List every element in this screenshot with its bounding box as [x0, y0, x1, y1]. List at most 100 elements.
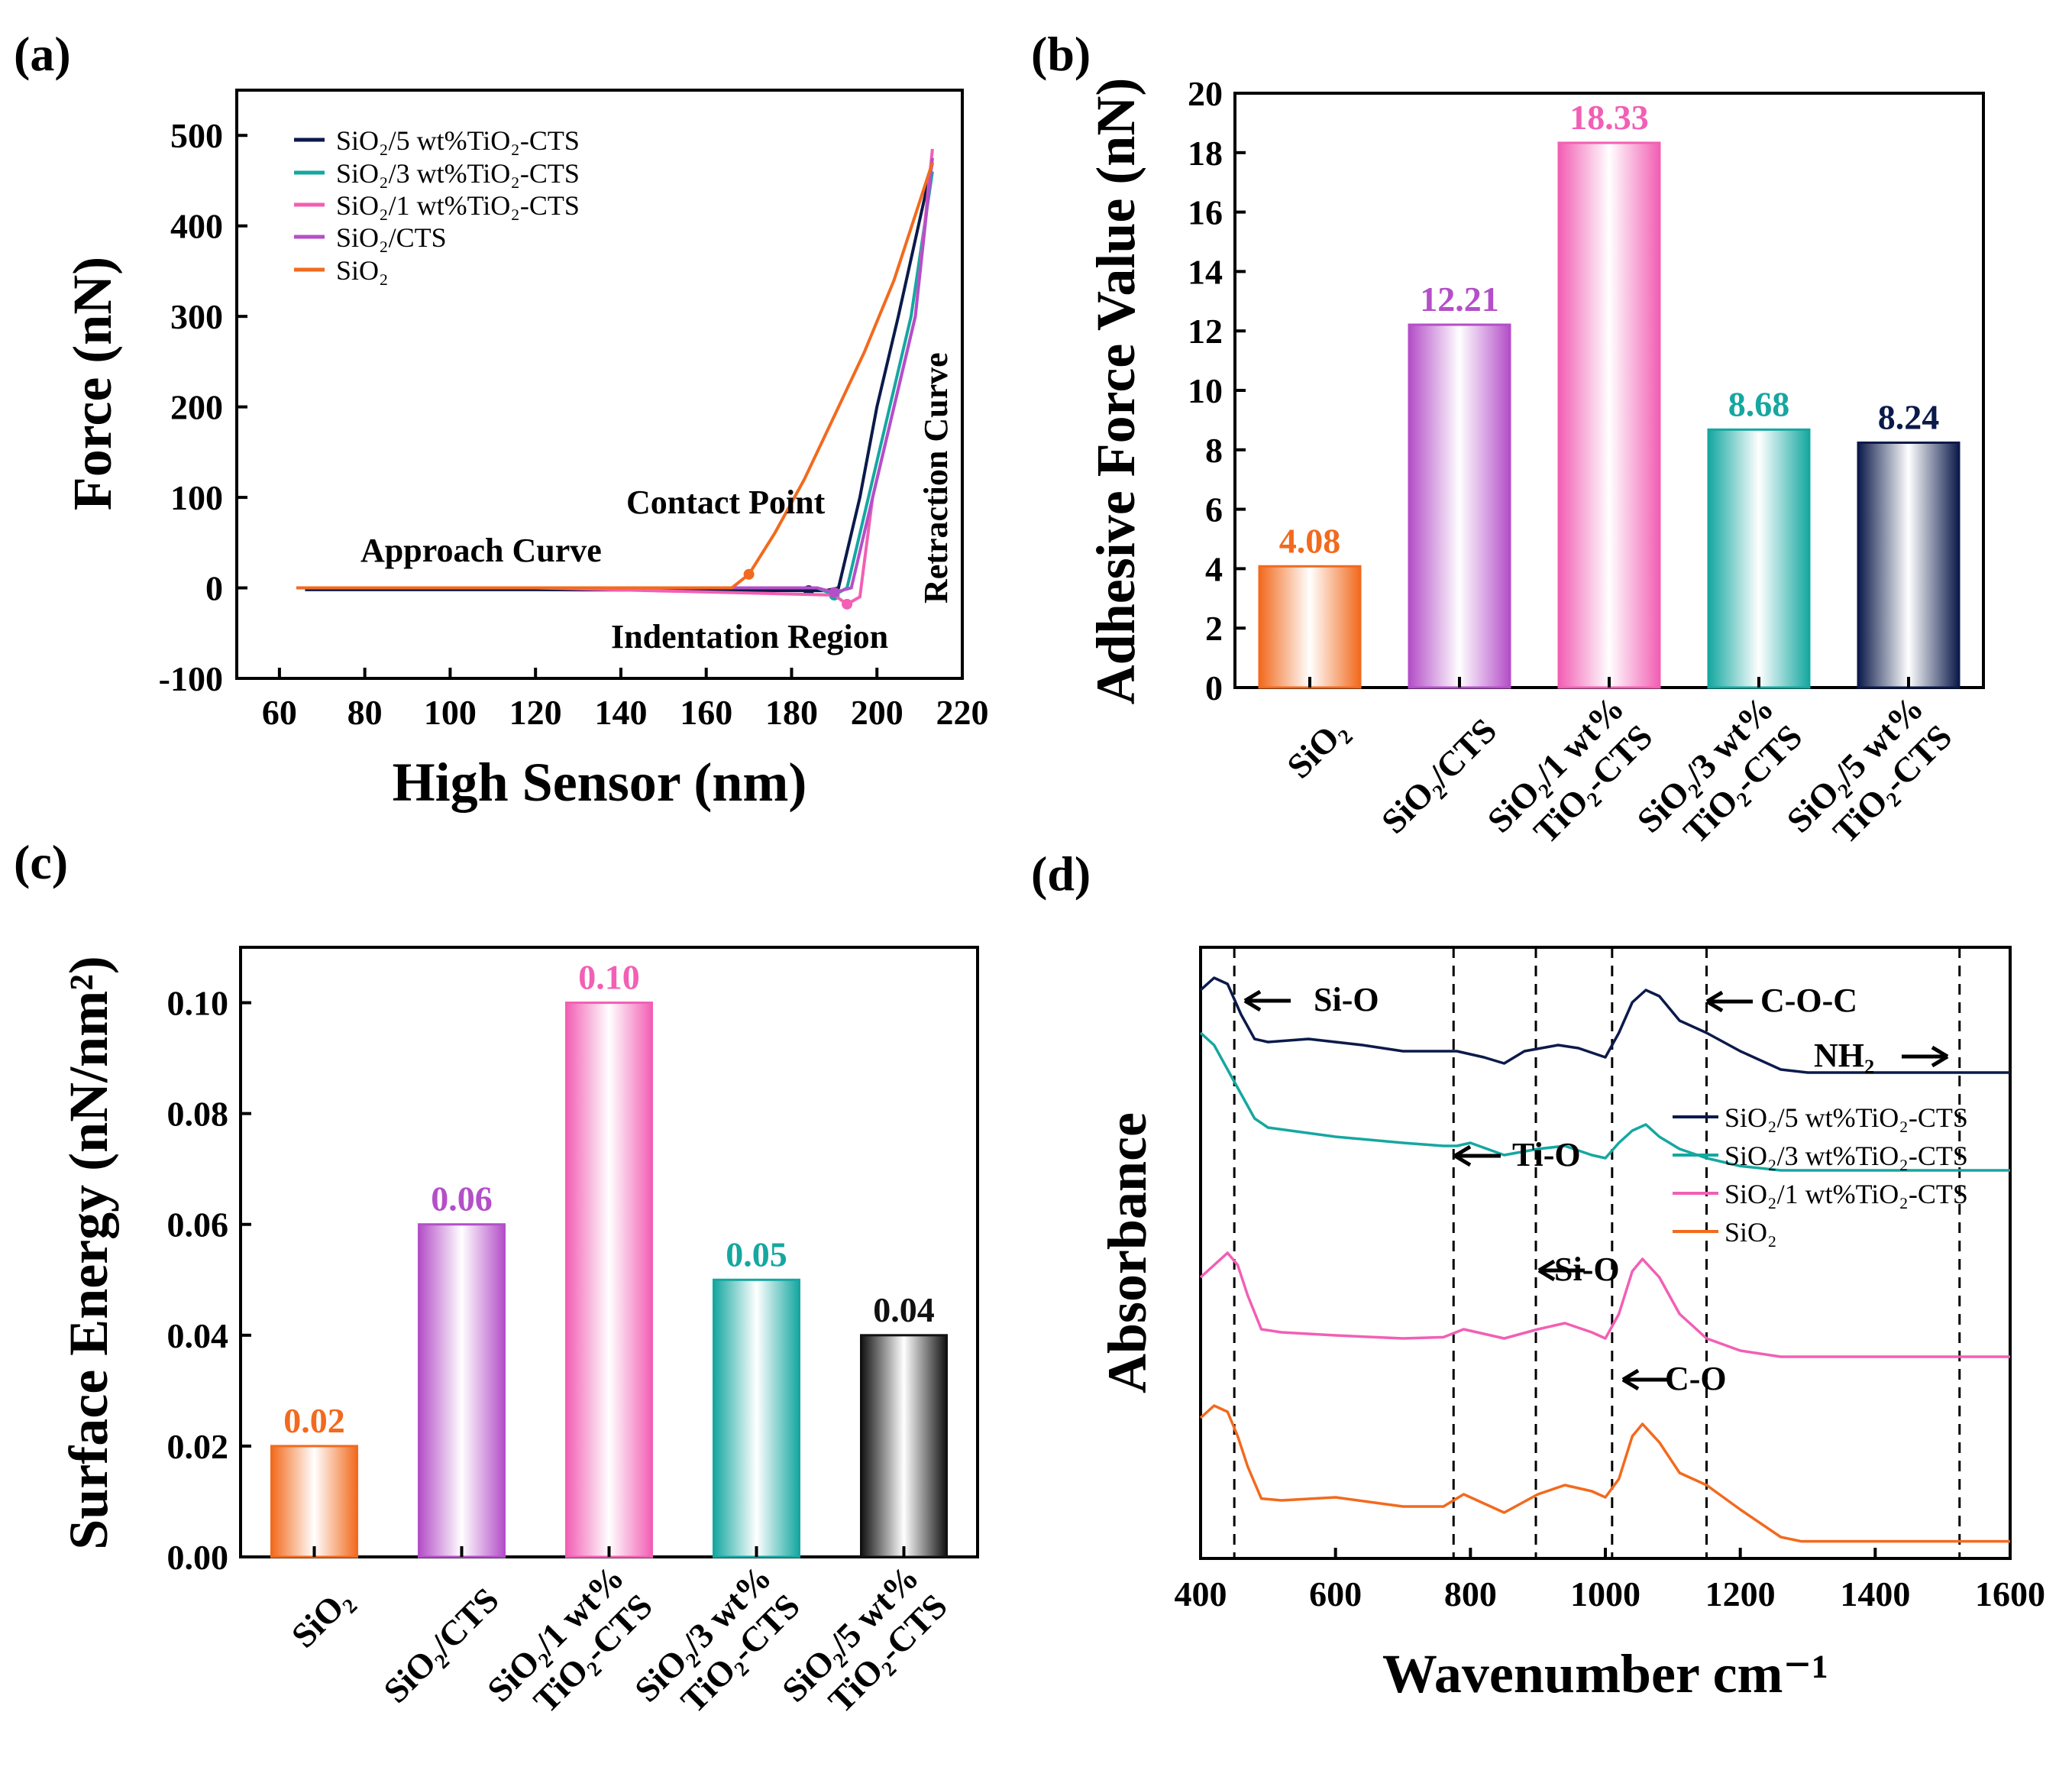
d-x-tick-label: 1200 — [1705, 1574, 1776, 1613]
c-category-label: SiO₂/1 wt%TiO₂-CTS — [480, 1558, 660, 1738]
a-x-tick-label: 80 — [347, 693, 383, 732]
d-x-tick-label: 800 — [1444, 1574, 1497, 1613]
panel-c: (c) 0.00 0.02 0.04 0.06 0.08 0.10 0.02 0.06 0.1… — [14, 835, 979, 1738]
legend-a-label-1: SiO₂/3 wt%TiO₂-CTS — [336, 158, 580, 189]
legend-a-label-4: SiO₂ — [336, 255, 389, 286]
arrow-ti-o — [1453, 1144, 1501, 1167]
c-bar-0 — [270, 1445, 358, 1558]
c-bar-1 — [418, 1223, 506, 1558]
panel-c-y-axis-title: Surface Energy (nN/nm²) — [58, 956, 119, 1550]
b-y-tick-label: 8 — [1205, 431, 1223, 470]
panel-c-y-ticks: 0.00 0.02 0.04 0.06 0.08 0.10 — [167, 984, 251, 1577]
c-y-tick-label: 0.10 — [167, 984, 229, 1023]
c-category-label: SiO₂/3 wt%TiO₂-CTS — [627, 1558, 807, 1738]
panel-a-plot-frame — [235, 89, 964, 680]
c-bar-value-label: 0.06 — [431, 1180, 493, 1218]
arrow-si-o-mid — [1537, 1259, 1585, 1282]
d-series-navy-spectrum — [1199, 976, 2010, 1074]
panel-b-y-axis-title: Adhesive Force Value (nN) — [1085, 78, 1146, 705]
b-category-label: SiO₂/3 wt%TiO₂-CTS — [1630, 688, 1810, 869]
a-x-tick-label: 180 — [765, 693, 818, 732]
c-bar-2 — [565, 1002, 653, 1558]
annotation-c-o: C-O — [1665, 1360, 1727, 1397]
d-x-tick-label: 1400 — [1840, 1574, 1910, 1613]
b-bar-value-label: 4.08 — [1279, 521, 1341, 560]
annotation-ti-o: Ti-O — [1512, 1136, 1581, 1173]
panel-d-label: (d) — [1031, 846, 1091, 901]
annotation-contact-point: Contact Point — [626, 484, 826, 521]
a-x-tick-label: 60 — [262, 693, 297, 732]
panel-c-bars: 0.02 0.06 0.10 0.05 0.04 — [270, 958, 948, 1558]
c-bar-value-label: 0.04 — [873, 1290, 935, 1329]
legend-d-label-3: SiO₂ — [1725, 1217, 1777, 1248]
panel-d-arrows — [1243, 989, 1949, 1391]
panel-d-y-axis-title: Absorbance — [1097, 1112, 1158, 1393]
arrow-c-o — [1621, 1368, 1669, 1391]
panel-a-legend: SiO₂/5 wt%TiO₂-CTS SiO₂/3 wt%TiO₂-CTS Si… — [294, 125, 580, 286]
c-y-tick-label: 0.08 — [167, 1095, 229, 1134]
b-bar-1 — [1408, 323, 1511, 689]
panel-b-label: (b) — [1031, 27, 1091, 81]
legend-a-label-0: SiO₂/5 wt%TiO₂-CTS — [336, 125, 580, 156]
b-category-label: SiO₂/1 wt%TiO₂-CTS — [1480, 688, 1660, 869]
d-series-orange-spectrum — [1199, 1404, 2010, 1543]
b-y-tick-label: 10 — [1188, 371, 1223, 410]
panel-d: (d) 400 600 800 1000 1200 1400 1600 SiO₂/5 wt%… — [1031, 846, 2045, 1704]
a-x-tick-label: 220 — [936, 693, 989, 732]
d-series-pink-spectrum — [1199, 1251, 2010, 1358]
c-category-label: SiO₂ — [284, 1580, 359, 1655]
legend-d-label-2: SiO₂/1 wt%TiO₂-CTS — [1725, 1179, 1968, 1209]
a-y-tick-label: 100 — [170, 478, 223, 517]
c-category-label: SiO₂/CTS — [376, 1580, 506, 1710]
b-y-tick-label: 14 — [1188, 252, 1223, 291]
b-y-tick-label: 4 — [1205, 549, 1223, 588]
annotation-indentation-region: Indentation Region — [611, 618, 888, 655]
b-category-label: SiO₂/5 wt%TiO₂-CTS — [1779, 688, 1960, 869]
arrow-c-o-c — [1705, 990, 1753, 1013]
a-y-tick-label: 0 — [205, 569, 223, 608]
legend-a-label-2: SiO₂/1 wt%TiO₂-CTS — [336, 190, 580, 221]
b-y-tick-label: 2 — [1205, 609, 1223, 648]
legend-a-label-3: SiO₂/CTS — [336, 222, 447, 253]
panel-d-x-ticks: 400 600 800 1000 1200 1400 1600 — [1175, 1548, 2045, 1613]
b-bar-4 — [1857, 441, 1960, 689]
a-contact-marker — [842, 598, 853, 610]
panel-a-x-ticks: 60 80 100 120 140 160 180 200 220 — [262, 668, 989, 732]
a-y-tick-label: 200 — [170, 388, 223, 427]
panel-b-bars: 4.08 12.21 18.33 8.68 8.24 — [1258, 98, 1960, 689]
legend-d-label-1: SiO₂/3 wt%TiO₂-CTS — [1725, 1141, 1968, 1171]
a-x-tick-label: 140 — [594, 693, 647, 732]
c-bar-value-label: 0.02 — [283, 1401, 345, 1440]
a-y-tick-label: 400 — [170, 207, 223, 246]
b-bar-0 — [1258, 565, 1362, 689]
b-category-label: SiO₂ — [1279, 710, 1354, 785]
panel-a-x-axis-title: High Sensor (nm) — [393, 752, 807, 813]
arrow-si-o-top — [1243, 989, 1291, 1012]
panel-d-legend: SiO₂/5 wt%TiO₂-CTS SiO₂/3 wt%TiO₂-CTS Si… — [1673, 1102, 1968, 1248]
a-x-tick-label: 100 — [424, 693, 477, 732]
c-bar-3 — [713, 1278, 800, 1558]
c-bar-value-label: 0.10 — [578, 958, 640, 997]
b-category-label: SiO₂/CTS — [1374, 710, 1505, 841]
arrow-nh2 — [1902, 1045, 1949, 1068]
panel-a: (a) -100 0 100 200 300 400 500 60 80 100 120 140 16… — [14, 27, 989, 813]
panel-a-series — [296, 148, 934, 610]
c-y-tick-label: 0.02 — [167, 1427, 229, 1466]
annotation-retraction-curve: Retraction Curve — [917, 352, 955, 604]
c-category-label: SiO₂/5 wt%TiO₂-CTS — [774, 1558, 955, 1738]
annotation-si-o-top: Si-O — [1314, 981, 1379, 1018]
a-x-tick-label: 160 — [680, 693, 732, 732]
d-x-tick-label: 600 — [1309, 1574, 1362, 1613]
b-y-tick-label: 18 — [1188, 134, 1223, 173]
annotation-c-o-c: C-O-C — [1760, 982, 1857, 1019]
panel-c-label: (c) — [14, 835, 68, 889]
b-y-tick-label: 6 — [1205, 490, 1223, 529]
c-y-tick-label: 0.00 — [167, 1538, 229, 1577]
annotation-si-o-mid: Si-O — [1554, 1251, 1620, 1288]
c-bar-value-label: 0.05 — [726, 1235, 787, 1273]
a-y-tick-label: 300 — [170, 297, 223, 336]
c-bar-4 — [860, 1334, 948, 1558]
panel-b-y-ticks: 0 2 4 6 8 10 12 14 16 18 20 — [1188, 74, 1246, 707]
